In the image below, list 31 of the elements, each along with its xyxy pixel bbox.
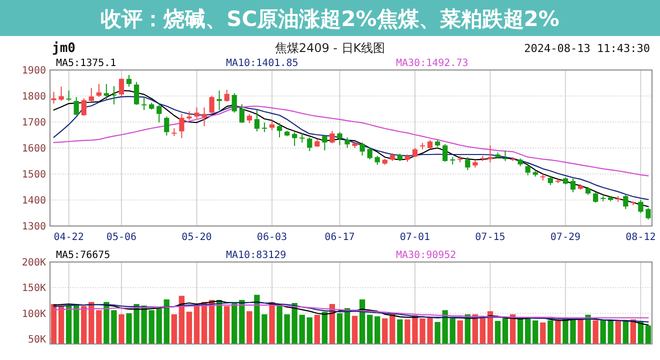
y-tick-label: 1900	[22, 66, 46, 76]
y-tick-label: 200K	[22, 258, 46, 268]
x-tick-label: 04-22	[54, 232, 84, 243]
line-series	[53, 304, 649, 318]
y-tick-label: 100K	[22, 308, 46, 320]
x-tick-label: 07-29	[550, 232, 581, 243]
text: 2024-08-13 11:43:30	[524, 42, 650, 55]
x-tick-label: 06-03	[256, 232, 288, 243]
chart-subtitle: 焦煤2409 - 日K线图	[274, 41, 386, 55]
x-tick-label: 05-06	[106, 232, 137, 243]
text: MA5:76675	[56, 250, 110, 261]
y-tick-label: 1700	[22, 118, 46, 128]
y-tick-label: 50K	[28, 334, 46, 346]
text: MA30:1492.73	[396, 58, 468, 69]
x-tick-label: 08-12	[626, 232, 656, 243]
x-tick-label: 07-01	[400, 232, 430, 243]
text: MA30:90952	[396, 250, 456, 261]
chart-title: 收评：烧碱、SC原油涨超2%焦煤、菜粕跌超2%	[100, 7, 560, 31]
text: MA5:1375.1	[56, 58, 116, 69]
x-tick-label: 06-17	[324, 232, 355, 243]
y-tick-label: 1300	[22, 222, 46, 232]
x-tick-label: 05-20	[182, 232, 212, 243]
x-tick-label: 07-15	[475, 232, 506, 243]
text: jm0	[52, 41, 76, 56]
y-tick-label: 1800	[22, 92, 46, 102]
y-tick-label: 150K	[22, 283, 46, 294]
text: MA10:83129	[226, 250, 286, 261]
text: MA10:1401.85	[226, 58, 298, 69]
y-tick-label: 1500	[22, 170, 46, 180]
y-tick-label: 1400	[22, 196, 46, 206]
y-tick-label: 1600	[22, 144, 46, 154]
